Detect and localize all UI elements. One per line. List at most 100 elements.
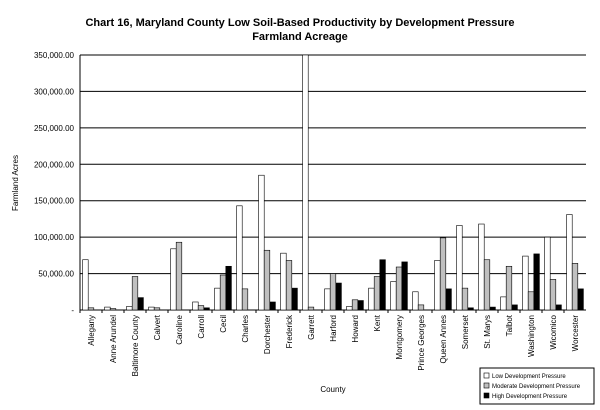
x-tick-label: Cecil [219,315,228,333]
bar [483,259,491,311]
x-tick-label: Carroll [197,315,206,339]
bar [555,304,562,311]
y-tick-label: 150,000.00 [34,197,75,206]
legend-swatch [483,382,490,389]
bar [258,174,265,311]
bar [225,265,232,311]
x-tick-label: Wicomico [549,314,558,349]
bar [285,260,293,311]
bar [219,274,227,311]
bar [170,248,177,311]
x-tick-label: Queen Annes [439,315,448,363]
bar [346,306,353,311]
x-tick-label: Kent [373,314,382,331]
x-axis-label: County [320,385,345,394]
x-tick-label: Anne Arundel [109,315,118,363]
bar [109,308,117,311]
bar [373,276,381,311]
x-tick-label: Washington [527,315,536,357]
bar [203,307,210,311]
bar [87,307,95,311]
y-axis-label: Farmland Acres [11,155,20,211]
bar [104,306,111,311]
y-tick-label: 50,000.00 [38,270,74,279]
bar [82,259,89,311]
bar [571,263,579,311]
x-tick-label: Howard [351,315,360,343]
legend-swatch [483,372,490,379]
y-tick-label: 300,000.00 [34,87,75,96]
legend-label: High Development Pressure [492,394,568,400]
bar [549,279,557,311]
bar [456,225,463,311]
bar [214,287,221,311]
bar [335,282,342,311]
bar [192,301,199,311]
bar [566,214,573,311]
bar [395,266,403,311]
bar [505,265,513,311]
y-tick-label: 100,000.00 [34,233,75,242]
x-tick-label: Allegany [87,315,96,346]
bar [269,301,276,311]
y-tick-label: 200,000.00 [34,160,75,169]
bar [379,259,386,311]
bar [500,296,507,311]
bar [461,287,469,311]
bar [390,281,397,311]
bar [445,288,452,311]
bar [467,307,474,311]
bar [236,205,243,311]
x-tick-label: Prince Georges [417,315,426,371]
legend-label: Low Development Pressure [492,374,566,380]
x-tick-label: Caroline [175,314,184,344]
legend-box [479,367,595,405]
y-tick-label: 350,000.00 [34,51,75,60]
bar [241,288,249,311]
bar [412,291,419,311]
x-tick-label: Frederick [285,314,294,348]
bar [137,297,144,311]
bar [417,304,425,311]
bar [434,260,441,311]
bar [197,305,205,311]
bar [153,307,161,311]
bar [175,241,183,311]
bar [148,306,155,311]
bar [126,306,133,311]
x-tick-label: Harford [329,315,338,342]
bar [357,300,364,311]
bar [329,273,337,311]
bar [533,253,540,311]
bar [527,291,535,311]
bar [307,306,315,311]
x-tick-label: Montgomery [395,315,404,359]
bar [291,287,298,311]
x-tick-label: Dorchester [263,315,272,354]
legend-label: Moderate Development Pressure [492,384,581,390]
x-tick-label: Garrett [307,314,316,340]
bar [544,236,551,311]
y-tick-label: - [71,306,74,315]
bar [489,306,496,311]
legend-swatch [483,392,490,399]
chart-subtitle: Farmland Acreage [252,31,348,43]
bar [522,255,529,311]
bar [439,237,447,311]
x-tick-label: Baltimore County [131,315,140,376]
bar [478,223,485,311]
x-tick-label: Talbot [505,314,514,336]
y-tick-label: 250,000.00 [34,124,75,133]
x-tick-label: Charles [241,315,250,343]
bar [351,299,359,311]
bar [131,276,139,311]
bar [368,287,375,311]
bar [511,304,518,311]
bar [401,261,408,311]
x-tick-label: Calvert [153,314,162,340]
x-tick-label: Somerset [461,314,470,349]
bar [280,252,287,311]
x-tick-label: Worcester [571,315,580,352]
